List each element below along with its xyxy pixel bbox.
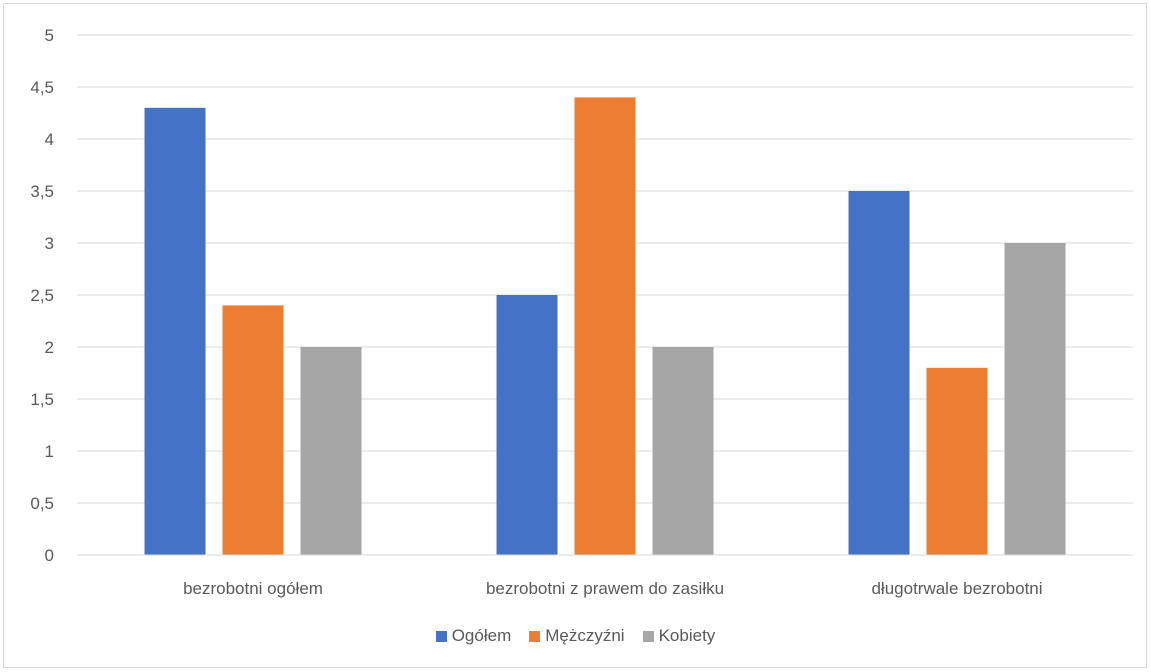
bar [652, 347, 714, 555]
bars [144, 97, 1066, 556]
bar [574, 97, 636, 556]
legend: Ogółem Mężczyźni Kobiety [0, 626, 1151, 646]
bar [300, 347, 362, 555]
legend-swatch-ogolem [435, 630, 447, 642]
bar [1004, 243, 1066, 555]
bar [222, 305, 284, 555]
y-tick-label: 2 [45, 338, 54, 357]
legend-swatch-kobiety [642, 630, 654, 642]
legend-swatch-mezczyzni [529, 630, 541, 642]
x-category-label: długotrwale bezrobotni [871, 579, 1042, 598]
legend-item-ogolem: Ogółem [435, 626, 512, 646]
y-tick-label: 0,5 [30, 494, 54, 513]
x-category-label: bezrobotni z prawem do zasiłku [486, 579, 724, 598]
y-tick-label: 0 [45, 546, 54, 565]
y-tick-label: 4,5 [30, 78, 54, 97]
legend-label-mezczyzni: Mężczyźni [545, 626, 625, 645]
bar [144, 107, 206, 556]
bar [848, 191, 910, 555]
y-tick-label: 1 [45, 442, 54, 461]
y-tick-label: 3,5 [30, 182, 54, 201]
y-tick-label: 1,5 [30, 390, 54, 409]
legend-label-kobiety: Kobiety [658, 626, 716, 645]
x-category-label: bezrobotni ogółem [183, 579, 323, 598]
bar [926, 367, 988, 555]
y-tick-label: 3 [45, 234, 54, 253]
y-tick-label: 4 [45, 130, 54, 149]
legend-label-ogolem: Ogółem [451, 626, 512, 645]
legend-item-kobiety: Kobiety [642, 626, 716, 646]
y-tick-label: 2,5 [30, 286, 54, 305]
legend-item-mezczyzni: Mężczyźni [529, 626, 625, 646]
y-axis-ticks: 0 0,5 1 1,5 2 2,5 3 3,5 4 4,5 5 [30, 26, 54, 565]
bar [496, 295, 558, 555]
y-tick-label: 5 [45, 26, 54, 45]
x-axis-categories: bezrobotni ogółem bezrobotni z prawem do … [183, 579, 1042, 598]
